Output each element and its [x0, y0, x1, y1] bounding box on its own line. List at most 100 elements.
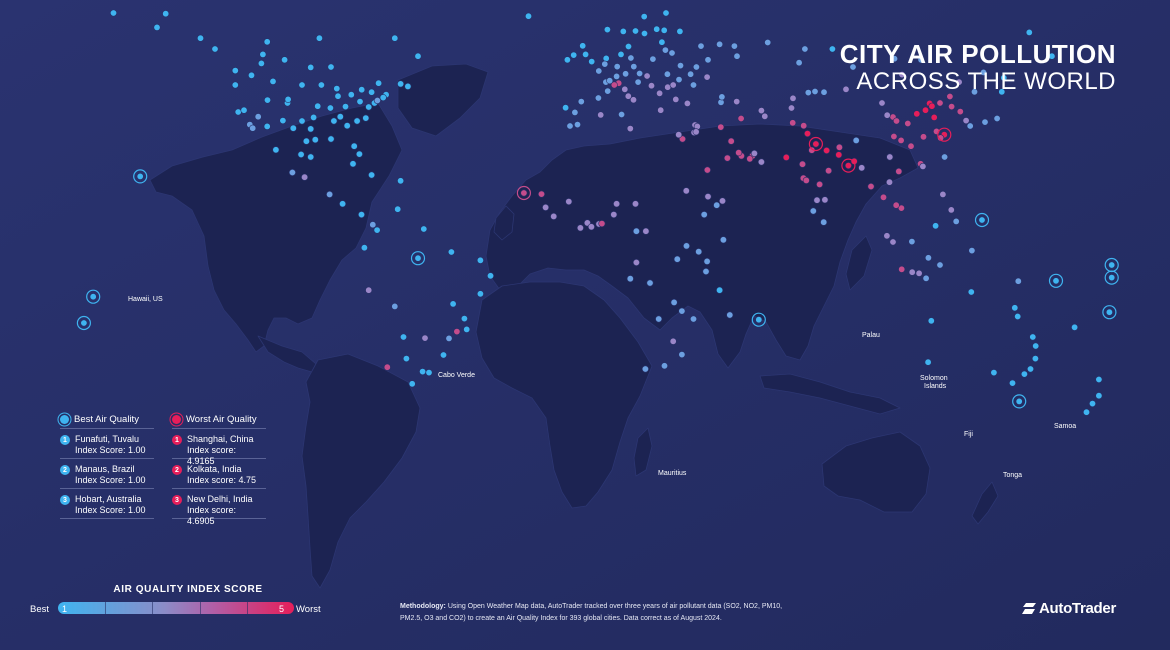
city-point — [356, 98, 364, 106]
city-point — [1089, 400, 1097, 408]
rank-badge: 3 — [172, 495, 182, 505]
scale-tick — [199, 602, 201, 614]
rank-badge: 2 — [172, 465, 182, 475]
callout-ring — [516, 185, 532, 201]
city-score: Index score: 4.75 — [187, 475, 257, 485]
city-point — [733, 52, 741, 60]
city-point — [330, 117, 338, 125]
rank-badge: 1 — [60, 435, 70, 445]
city-point — [844, 162, 852, 170]
city-point — [358, 86, 366, 94]
city-point — [602, 54, 610, 62]
city-point — [394, 205, 402, 213]
city-point — [946, 93, 954, 101]
city-point — [1027, 365, 1035, 373]
city-point — [629, 96, 637, 104]
city-point — [967, 288, 975, 296]
city-point — [231, 81, 239, 89]
city-point — [883, 232, 891, 240]
city-point — [890, 133, 898, 141]
city-point — [919, 133, 927, 141]
city-point — [675, 76, 683, 84]
city-point — [365, 103, 373, 111]
city-point — [632, 258, 640, 266]
legend-worst-heading: Worst Air Quality — [172, 410, 266, 429]
city-point — [676, 27, 684, 35]
city-point — [809, 207, 817, 215]
city-point — [998, 88, 1006, 96]
city-point — [682, 187, 690, 195]
callout-ring — [841, 158, 856, 173]
legend-worst-row: 3 New Delhi, India Index score: 4.6905 — [172, 489, 266, 526]
city-point — [617, 50, 625, 58]
city-point — [537, 190, 545, 198]
city-point — [408, 380, 416, 388]
city-point — [937, 134, 945, 142]
city-point — [735, 149, 743, 157]
city-point — [928, 102, 936, 110]
city-point — [675, 131, 683, 139]
city-name: Shanghai, China — [187, 434, 254, 444]
city-point — [641, 365, 649, 373]
legend-worst-column: Worst Air Quality 1 Shanghai, China Index… — [172, 410, 266, 526]
city-point — [703, 166, 711, 174]
city-point — [930, 113, 938, 121]
city-point — [764, 38, 772, 46]
city-point — [284, 95, 292, 103]
best-marker-icon — [60, 414, 69, 424]
city-point — [643, 72, 651, 80]
city-point — [835, 151, 843, 159]
city-point — [563, 56, 571, 64]
city-point — [1095, 392, 1103, 400]
city-point — [883, 111, 891, 119]
city-point — [640, 13, 648, 21]
scale-gradient-bar — [58, 602, 294, 614]
city-point — [1000, 74, 1008, 82]
city-point — [1011, 304, 1019, 312]
city-point — [1020, 370, 1028, 378]
city-point — [787, 104, 795, 112]
scale-min-label: Best — [30, 604, 50, 615]
city-point — [630, 63, 638, 71]
callout-ring — [1012, 394, 1027, 409]
city-point — [353, 117, 361, 125]
city-point — [577, 98, 585, 106]
land-new-zealand — [971, 481, 999, 525]
city-point — [627, 54, 635, 62]
rank-badge: 2 — [60, 465, 70, 475]
city-point — [463, 325, 471, 333]
legend-best-heading-text: Best Air Quality — [74, 413, 139, 425]
callout-ring — [808, 136, 824, 152]
city-point — [399, 333, 407, 341]
callout-ring — [1048, 273, 1064, 288]
land-eurasia — [485, 123, 919, 369]
city-point — [1095, 375, 1103, 383]
city-point — [812, 140, 820, 148]
city-point — [231, 67, 239, 75]
scale-tick — [105, 602, 107, 614]
city-point — [349, 160, 357, 168]
city-point — [936, 261, 944, 269]
city-point — [889, 238, 897, 246]
city-point — [1071, 323, 1079, 331]
city-point — [761, 112, 769, 120]
city-point — [311, 136, 319, 144]
city-point — [660, 26, 668, 34]
city-point — [795, 59, 803, 67]
city-point — [789, 119, 797, 127]
city-point — [895, 167, 903, 175]
city-point — [89, 293, 97, 301]
city-point — [981, 118, 989, 126]
city-point — [315, 34, 323, 42]
city-point — [279, 117, 287, 125]
city-point — [566, 122, 574, 130]
city-point — [656, 89, 664, 97]
city-point — [298, 81, 306, 89]
city-point — [622, 70, 630, 78]
city-point — [110, 9, 118, 17]
city-point — [542, 203, 550, 211]
city-point — [373, 97, 381, 105]
city-point — [476, 256, 484, 264]
city-point — [966, 122, 974, 130]
city-point — [419, 368, 427, 376]
